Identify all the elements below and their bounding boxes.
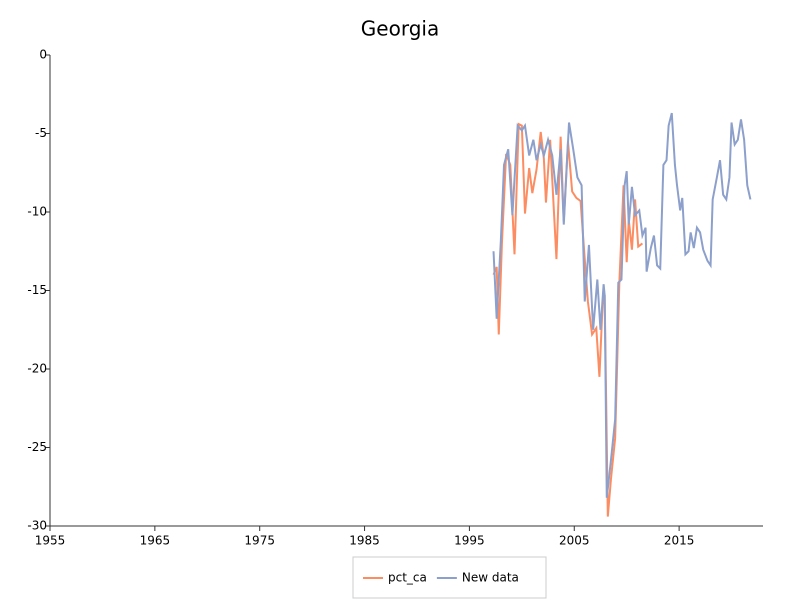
x-tick-label: 1985: [349, 534, 380, 548]
y-tick-label: -25: [27, 440, 47, 454]
x-tick-label: 1975: [244, 534, 275, 548]
legend-label: New data: [462, 571, 519, 585]
y-tick-label: -30: [27, 519, 47, 533]
y-tick-label: -10: [27, 205, 47, 219]
y-tick-label: -20: [27, 362, 47, 376]
x-tick-label: 1965: [140, 534, 171, 548]
y-tick-label: -15: [27, 283, 47, 297]
x-tick-label: 2005: [559, 534, 590, 548]
y-tick-label: 0: [39, 48, 47, 62]
legend-label: pct_ca: [388, 571, 427, 585]
y-tick-label: -5: [35, 126, 47, 140]
x-tick-label: 2015: [664, 534, 695, 548]
data-line: [492, 122, 644, 517]
chart-title: Georgia: [361, 17, 439, 41]
data-line: [492, 112, 752, 498]
x-tick-label: 1995: [454, 534, 485, 548]
x-tick-label: 1955: [35, 534, 66, 548]
